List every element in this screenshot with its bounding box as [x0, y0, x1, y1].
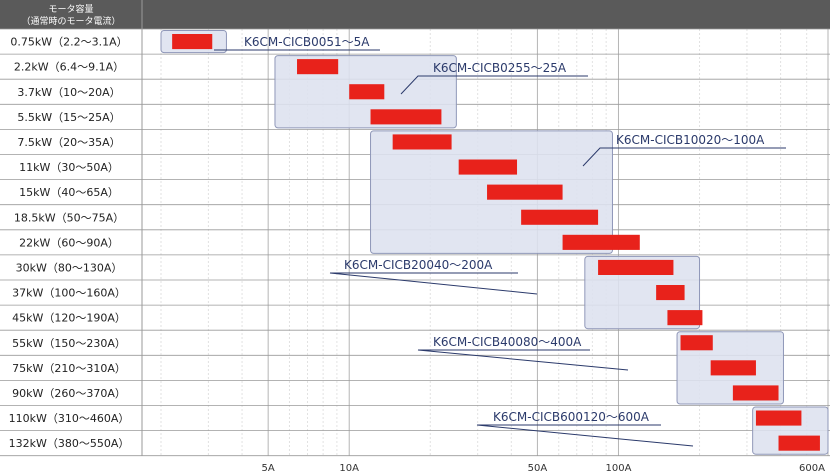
- model-name-label: K6CM-CICB600120〜600A: [493, 410, 650, 424]
- current-bar: [172, 34, 213, 50]
- x-tick-label: 50A: [528, 463, 548, 474]
- callout-leader: [329, 272, 538, 295]
- x-tick-label: 5A: [262, 463, 275, 474]
- current-bars: [172, 34, 820, 451]
- current-bar: [598, 259, 674, 275]
- callout-leader: [400, 75, 588, 95]
- current-bar: [521, 209, 599, 225]
- model-name-label: K6CM-CICB10020〜100A: [616, 133, 765, 147]
- current-bar: [392, 134, 452, 150]
- row-label: 0.75kW（2.2〜3.1A）: [10, 36, 127, 49]
- header-bar: [0, 0, 830, 29]
- current-bar: [710, 360, 756, 376]
- header-line-1: モータ容量: [48, 3, 93, 15]
- callout-leader: [476, 424, 694, 447]
- current-bar: [487, 184, 563, 200]
- current-bar: [349, 84, 385, 100]
- row-label: 3.7kW（10〜20A）: [17, 86, 120, 99]
- current-bar: [370, 109, 442, 125]
- row-label: 45kW（120〜190A）: [12, 312, 126, 325]
- row-label: 110kW（310〜460A）: [9, 412, 130, 425]
- current-bar: [458, 159, 518, 175]
- callout-leader: [417, 349, 629, 371]
- current-bar: [778, 435, 820, 451]
- callout-leader: [582, 147, 786, 167]
- current-bar: [755, 410, 802, 426]
- row-label: 55kW（150〜230A）: [12, 337, 126, 350]
- row-label: 15kW（40〜65A）: [19, 186, 119, 199]
- model-name-label: K6CM-CICB0255〜25A: [433, 61, 567, 75]
- model-callouts: K6CM-CICB0051〜5A K6CM-CICB0255〜25A K6CM-CI…: [214, 35, 786, 447]
- current-bar: [656, 285, 685, 301]
- model-name-label: K6CM-CICB0051〜5A: [244, 35, 370, 49]
- row-label: 90kW（260〜370A）: [12, 387, 126, 400]
- model-name-label: K6CM-CICB40080〜400A: [433, 335, 582, 349]
- x-tick-labels: 5A 10A 50A 100A 600A: [262, 463, 826, 474]
- row-label: 5.5kW（15〜25A）: [17, 111, 120, 124]
- row-label: 7.5kW（20〜35A）: [17, 136, 120, 149]
- row-label: 18.5kW（50〜75A）: [14, 211, 124, 224]
- row-label: 22kW（60〜90A）: [19, 236, 119, 249]
- current-bar: [732, 385, 779, 401]
- row-label: 11kW（30〜50A）: [19, 161, 119, 174]
- current-bar: [297, 59, 339, 75]
- current-bar: [667, 310, 703, 326]
- row-label: 2.2kW（6.4〜9.1A）: [14, 61, 124, 74]
- row-label: 132kW（380〜550A）: [9, 437, 130, 450]
- row-label: 37kW（100〜160A）: [12, 287, 126, 300]
- x-tick-label: 10A: [339, 463, 359, 474]
- row-labels: 0.75kW（2.2〜3.1A） 2.2kW（6.4〜9.1A） 3.7kW（10〜…: [9, 36, 130, 451]
- x-tick-label: 100A: [606, 463, 632, 474]
- x-tick-label: 600A: [799, 463, 825, 474]
- row-label: 75kW（210〜310A）: [12, 362, 126, 375]
- row-label: 30kW（80〜130A）: [16, 261, 123, 274]
- current-bar: [680, 335, 713, 351]
- header-line-2: （通常時のモータ電流）: [21, 15, 120, 27]
- model-name-label: K6CM-CICB20040〜200A: [344, 258, 493, 272]
- current-bar: [562, 234, 640, 250]
